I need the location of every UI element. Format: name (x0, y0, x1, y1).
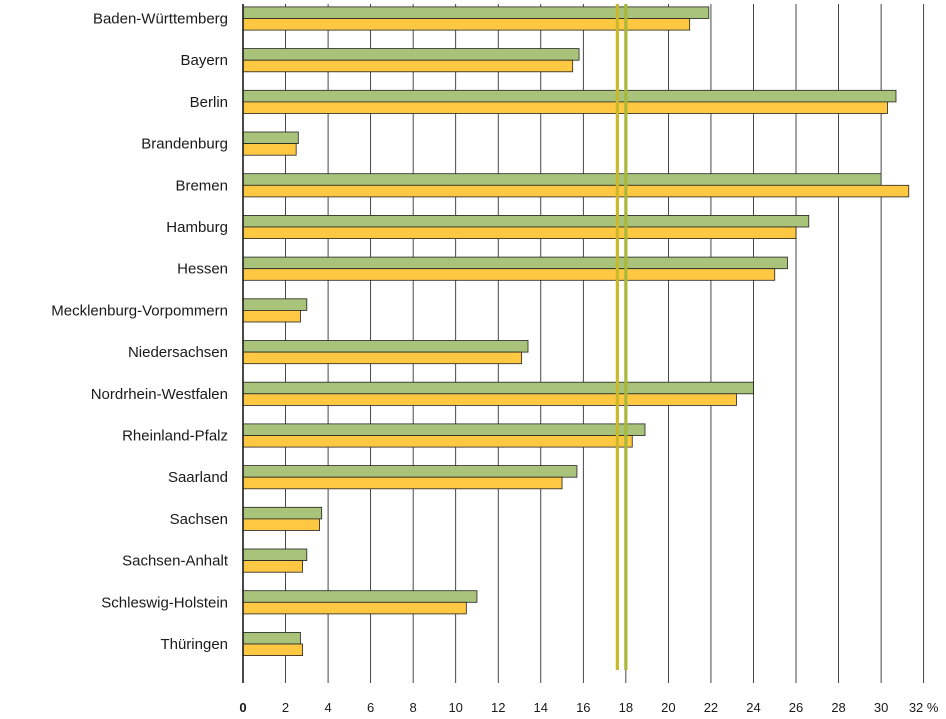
bar-series-2 (242, 59, 574, 73)
x-tick-label: 12 (491, 700, 505, 715)
bar-series-1 (242, 590, 478, 603)
x-tick-label: 6 (367, 700, 374, 715)
category-label: Sachsen (170, 511, 228, 528)
category-label: Niedersachsen (128, 344, 228, 361)
bars (242, 6, 910, 657)
bar-series-1 (242, 256, 788, 270)
category-label: Rheinland-Pfalz (122, 428, 228, 445)
bar-series-2 (242, 643, 303, 657)
bar-series-1 (242, 214, 810, 228)
x-tick-label: 8 (410, 700, 417, 715)
bar-series-1 (242, 89, 897, 103)
bar-series-1 (242, 465, 578, 478)
x-tick-label: 0 (239, 700, 246, 715)
bar-series-2 (242, 393, 737, 406)
x-tick-label: 28 (831, 700, 845, 715)
category-labels: Baden-Württemberg Bayern Berlin Brandenburg… (51, 11, 229, 654)
x-tick-label: 20 (661, 700, 675, 715)
x-tick-label: 4 (324, 700, 331, 715)
bar-series-2 (242, 435, 633, 448)
category-label: Hessen (177, 261, 228, 278)
bar-series-1 (242, 423, 646, 436)
bar-series-1 (242, 298, 308, 311)
bar-series-2 (242, 351, 523, 365)
bar-series-2 (242, 143, 297, 156)
bar-series-1 (242, 173, 882, 186)
category-label: Berlin (190, 94, 228, 111)
bar-series-1 (242, 6, 710, 19)
category-label: Hamburg (166, 219, 228, 236)
bar-series-2 (242, 476, 563, 490)
category-label: Thüringen (160, 636, 228, 653)
x-tick-label: 26 (789, 700, 803, 715)
bar-series-2 (242, 18, 691, 31)
x-tick-label: 18 (619, 700, 633, 715)
x-tick-label: 24 (746, 700, 760, 715)
category-label: Saarland (168, 469, 228, 486)
bar-series-2 (242, 560, 303, 573)
x-tick-label: 16 (576, 700, 590, 715)
category-label: Bremen (175, 177, 228, 194)
bar-series-2 (242, 226, 797, 240)
bar-series-1 (242, 48, 580, 61)
category-label: Baden-Württemberg (93, 11, 228, 28)
bar-series-2 (242, 601, 467, 615)
category-label: Brandenburg (141, 136, 228, 153)
x-tick-label: 2 (282, 700, 289, 715)
reference-lines (615, 4, 628, 670)
bar-series-1 (242, 548, 308, 562)
x-tick-label: 30 (874, 700, 888, 715)
x-tick-label: 14 (534, 700, 548, 715)
bar-series-1 (242, 632, 301, 645)
bar-series-1 (242, 131, 299, 145)
category-label: Sachsen-Anhalt (122, 553, 229, 570)
x-tick-label: 10 (448, 700, 462, 715)
bar-series-2 (242, 101, 888, 114)
bar-series-2 (242, 184, 910, 198)
category-label: Bayern (180, 52, 228, 69)
bar-series-1 (242, 506, 323, 520)
bar-series-1 (242, 381, 754, 395)
x-tick-label: 22 (704, 700, 718, 715)
category-label: Nordrhein-Westfalen (91, 386, 228, 403)
x-tick-labels: 0 2 4 6 8 10 12 14 16 18 20 22 24 26 28 30 32 % (239, 700, 939, 715)
bar-series-2 (242, 309, 301, 323)
category-label: Mecklenburg-Vorpommern (51, 302, 228, 319)
x-tick-label: 32 % (909, 700, 939, 715)
bar-series-1 (242, 340, 529, 353)
category-label: Schleswig-Holstein (101, 594, 228, 611)
bar-series-2 (242, 518, 320, 531)
bar-series-2 (242, 268, 776, 281)
